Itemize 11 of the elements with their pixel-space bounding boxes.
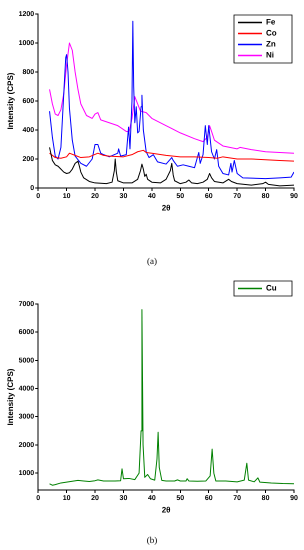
text: (a)	[146, 256, 158, 266]
legend-label: Co	[266, 28, 277, 38]
x-axis-title: 2θ	[162, 203, 170, 212]
text: (b)	[146, 535, 158, 545]
legend-label: Fe	[266, 18, 276, 27]
y-axis-title: Intensity (CPS)	[6, 368, 16, 426]
x-axis-title: 2θ	[162, 505, 170, 514]
y-axis-title: Intensity (CPS)	[6, 72, 16, 130]
legend-label: Zn	[266, 40, 276, 49]
legend-label: Ni	[266, 50, 274, 60]
legend-label: Cu	[266, 284, 277, 293]
